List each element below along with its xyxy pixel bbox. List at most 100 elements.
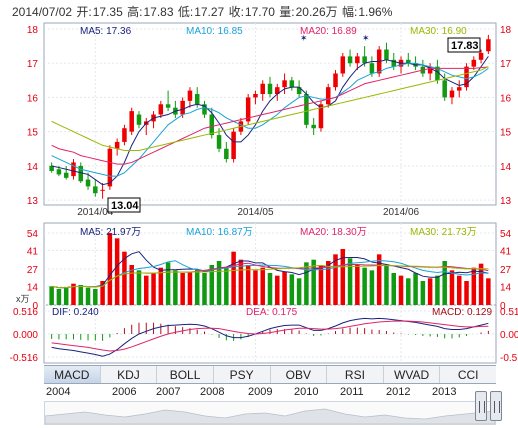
macd-tick-right: -0.516 <box>500 353 518 364</box>
price-tick-right: 15 <box>500 128 512 139</box>
volume-bar <box>71 283 76 305</box>
candle-body <box>340 56 346 74</box>
candle-body <box>129 111 134 132</box>
price-tick-left: 17 <box>27 59 39 70</box>
volume-bar <box>449 270 455 305</box>
volume-ma-line <box>51 259 489 289</box>
tab-psy[interactable]: PSY <box>214 366 271 383</box>
chart-area[interactable]: 18 18 17 17 16 16 15 15 14 14 13 13 2014/04 2014/05 20… <box>0 0 518 365</box>
volume-bar <box>427 278 433 305</box>
price-tick-right: 18 <box>500 25 512 36</box>
volume-bar <box>325 261 331 305</box>
candle-body <box>406 59 411 64</box>
candle-body <box>122 128 127 142</box>
tab-boll[interactable]: BOLL <box>157 366 214 383</box>
macd-value-legend: MACD: 0.129 <box>432 307 492 318</box>
tab-kdj[interactable]: KDJ <box>101 366 158 383</box>
tab-wvad[interactable]: WVAD <box>384 366 441 383</box>
max-marker-icon-2: ✶ <box>362 33 370 43</box>
volume-tick-right: 41 <box>500 246 512 257</box>
volume-unit-label: x万 <box>16 294 30 304</box>
close-label: 收: <box>228 5 244 19</box>
low-label: 低: <box>177 5 194 19</box>
price-tick-right: 13 <box>500 196 512 207</box>
candle-body <box>136 114 142 125</box>
volume-bar <box>296 278 302 305</box>
macd-dif-line <box>51 317 489 357</box>
tab-rsi[interactable]: RSI <box>327 366 384 383</box>
volume-bar <box>369 270 375 305</box>
close-value: 17.70 <box>244 5 275 19</box>
tab-cci[interactable]: CCI <box>457 368 479 382</box>
volume-bar <box>267 273 273 305</box>
candle-body <box>391 59 396 67</box>
candle-body <box>486 39 491 52</box>
volume-bar <box>63 287 69 305</box>
candle-body <box>253 94 258 98</box>
volume-bar <box>245 265 251 305</box>
price-tick-right: 14 <box>500 162 512 173</box>
volume-bar <box>413 273 418 305</box>
candle-body <box>49 165 54 171</box>
volume-bar <box>420 281 426 305</box>
year-label: 2004 <box>46 386 71 398</box>
volume-bar <box>275 275 280 305</box>
candle-body <box>56 169 62 175</box>
candle-body <box>478 52 484 60</box>
volume-layer <box>49 233 491 305</box>
candle-body <box>427 66 433 74</box>
change-value: 1.96% <box>358 5 393 19</box>
candle-body <box>304 94 309 125</box>
candle-body <box>224 148 229 160</box>
candle-body <box>107 148 113 187</box>
volume-bar <box>340 249 346 305</box>
navigator-right-handle[interactable] <box>490 391 502 421</box>
volume-bar <box>173 270 178 305</box>
macd-tick-right: 0.000 <box>500 330 518 341</box>
volume-bar <box>398 275 404 305</box>
high-label: 高: <box>127 5 143 19</box>
candle-body <box>85 179 91 187</box>
candle-body <box>333 73 338 88</box>
tab-macd[interactable]: MACD <box>44 366 101 383</box>
candle-body <box>267 83 273 95</box>
candle-body <box>318 104 324 129</box>
volume-tick-left: 27 <box>27 265 39 276</box>
volume-bar <box>282 271 287 305</box>
timeline-years: 2004 2006 2007 2008 2009 2010 2011 2012 … <box>44 386 496 400</box>
volume-bar <box>362 267 367 305</box>
high-value: 17.83 <box>143 5 174 19</box>
year-label: 2013 <box>432 386 457 398</box>
low-price-tag: 13.04 <box>111 200 139 212</box>
candle-body <box>180 100 185 115</box>
volume-bar <box>318 265 324 305</box>
volume-bar <box>289 274 295 305</box>
volume-bar <box>238 259 244 305</box>
volume-bar <box>180 273 185 305</box>
low-price-tag-box <box>107 197 141 213</box>
macd-dea-legend: DEA: 0.175 <box>246 307 298 318</box>
volume-bar <box>165 262 171 305</box>
tab-obv[interactable]: OBV <box>271 366 328 383</box>
low-value: 17.27 <box>194 5 225 19</box>
volume-bar <box>202 273 207 305</box>
price-ma5-legend: MA5: 17.36 <box>80 26 132 37</box>
max-marker-icon-1: ✶ <box>300 33 308 43</box>
candle-body <box>93 186 98 194</box>
candle-body <box>362 56 367 64</box>
navigator-sparkline <box>44 408 496 425</box>
volume-tick-left: 14 <box>27 282 39 293</box>
candle-body <box>347 56 353 64</box>
price-ma5-line <box>51 56 489 186</box>
price-tick-left: 18 <box>27 25 39 36</box>
candle-body <box>471 59 477 67</box>
candle-body <box>325 87 331 105</box>
volume-bar <box>93 289 98 305</box>
macd-layer <box>51 317 489 357</box>
candle-body <box>296 87 302 95</box>
timeline-navigator[interactable] <box>44 401 496 425</box>
navigator-left-handle[interactable] <box>475 391 487 421</box>
volume-bar <box>347 258 353 305</box>
macd-dea-line <box>51 320 489 352</box>
volume-bar <box>486 278 491 305</box>
